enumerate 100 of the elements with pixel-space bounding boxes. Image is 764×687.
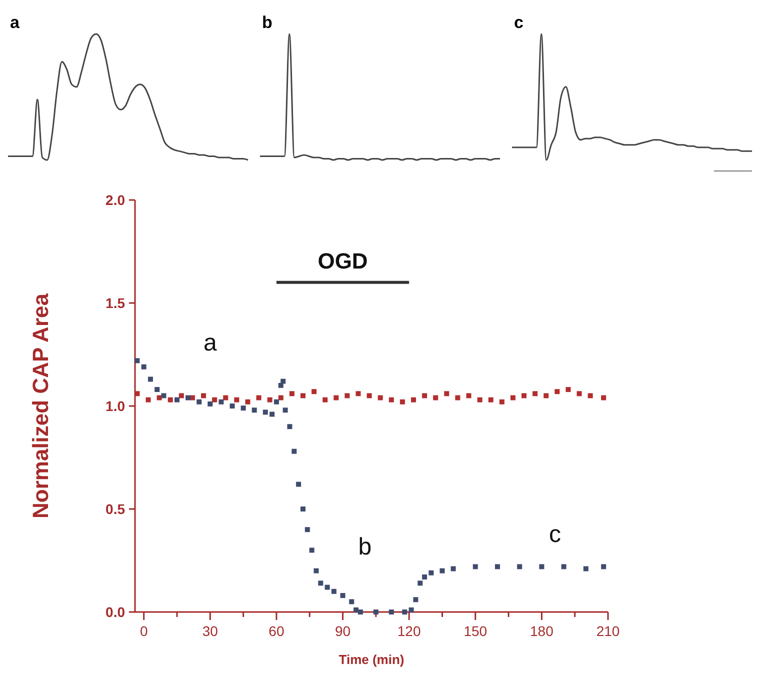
point: [378, 395, 383, 400]
x-tick-label: 210: [596, 623, 620, 639]
point: [413, 597, 418, 602]
chart-title: b: [262, 13, 272, 32]
point: [494, 564, 500, 570]
point: [334, 395, 339, 400]
x-tick-label: 90: [334, 623, 351, 639]
point: [324, 584, 330, 590]
point: [544, 393, 549, 398]
point: [312, 389, 317, 394]
point: [322, 397, 328, 402]
point: [601, 564, 606, 570]
point: [517, 564, 522, 570]
point: [488, 397, 494, 402]
y-tick-label: 1.5: [106, 294, 126, 311]
point: [388, 610, 394, 614]
point: [366, 393, 372, 398]
point: [340, 593, 346, 598]
point: [400, 399, 405, 404]
point: [410, 397, 416, 402]
point: [418, 580, 423, 586]
point: [292, 448, 297, 454]
point: [300, 393, 306, 398]
x-tick-label: 150: [464, 623, 488, 639]
point: [428, 570, 434, 576]
point: [601, 395, 606, 400]
y-tick-label: 1.0: [106, 398, 126, 414]
point: [388, 397, 394, 402]
point: [218, 399, 224, 404]
point: [356, 391, 361, 396]
point: [282, 408, 288, 413]
x-tick-label: 180: [530, 623, 554, 639]
y-tick-label: 0.0: [106, 604, 126, 620]
point: [477, 397, 482, 402]
point: [230, 404, 235, 408]
point: [566, 387, 571, 392]
point: [440, 568, 445, 574]
point: [522, 393, 527, 398]
point: [314, 568, 319, 574]
point: [304, 527, 310, 532]
point: [576, 391, 582, 396]
point: [472, 564, 478, 570]
point: [450, 566, 456, 572]
annotation: a: [203, 329, 218, 356]
point: [402, 610, 408, 614]
point: [455, 395, 460, 400]
point: [373, 610, 378, 614]
point: [422, 393, 428, 398]
point: [300, 506, 306, 512]
point: [240, 406, 246, 411]
point: [252, 408, 257, 413]
point: [146, 397, 151, 402]
point: [344, 393, 350, 398]
point: [234, 397, 240, 402]
point: [190, 395, 195, 400]
point: [444, 391, 450, 396]
point: [223, 395, 228, 400]
point: [134, 391, 140, 396]
point: [422, 574, 428, 580]
point: [141, 364, 146, 370]
point: [196, 399, 202, 404]
point: [433, 395, 438, 400]
point: [186, 395, 191, 400]
point: [408, 607, 414, 612]
point: [168, 397, 173, 402]
x-tick-label: 120: [397, 623, 421, 639]
point: [466, 393, 472, 398]
point: [174, 397, 180, 402]
point: [134, 358, 140, 364]
point: [510, 395, 516, 400]
point: [161, 393, 166, 398]
point: [178, 393, 184, 398]
chart-title: a: [10, 13, 20, 32]
point: [289, 391, 294, 396]
x-tick-label: 60: [268, 623, 284, 639]
point: [561, 564, 566, 570]
point: [554, 389, 560, 394]
x-tick-label: 30: [202, 623, 218, 639]
x-axis-title: Time (min): [338, 652, 404, 667]
y-tick-label: 2.0: [106, 192, 126, 208]
point: [499, 399, 504, 404]
point: [278, 395, 284, 400]
point: [148, 376, 153, 382]
point: [309, 548, 314, 553]
y-tick-label: 0.5: [106, 500, 126, 517]
point: [154, 387, 160, 392]
point: [212, 397, 218, 402]
point: [287, 424, 292, 430]
point: [245, 399, 250, 404]
annotation: b: [358, 533, 372, 560]
point: [270, 412, 275, 417]
point: [201, 393, 206, 398]
point: [267, 397, 272, 402]
point: [331, 588, 336, 594]
point: [349, 599, 354, 604]
point: [318, 580, 324, 586]
point: [274, 399, 279, 404]
point: [588, 393, 593, 398]
annotation: OGD: [318, 248, 368, 274]
point: [583, 566, 588, 572]
